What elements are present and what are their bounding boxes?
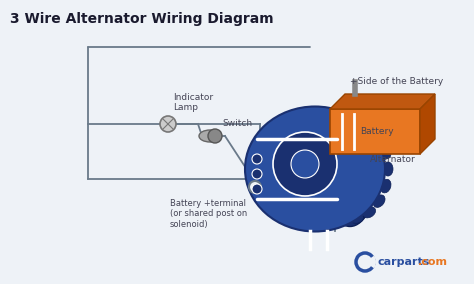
Ellipse shape xyxy=(350,115,364,125)
Ellipse shape xyxy=(322,112,377,227)
Polygon shape xyxy=(330,94,435,109)
Text: Switch: Switch xyxy=(222,119,252,128)
Text: .com: .com xyxy=(418,257,448,267)
Circle shape xyxy=(252,169,262,179)
Circle shape xyxy=(208,129,222,143)
Polygon shape xyxy=(420,94,435,154)
Text: Battery +terminal
(or shared post on
solenoid): Battery +terminal (or shared post on sol… xyxy=(170,199,247,229)
Ellipse shape xyxy=(383,162,393,176)
Circle shape xyxy=(160,116,176,132)
Wedge shape xyxy=(365,256,376,268)
Ellipse shape xyxy=(373,131,385,143)
Text: Alternator: Alternator xyxy=(370,154,416,164)
Ellipse shape xyxy=(381,179,391,193)
Ellipse shape xyxy=(373,195,385,207)
Text: 3 Wire Alternator Wiring Diagram: 3 Wire Alternator Wiring Diagram xyxy=(10,12,273,26)
Text: +Side of the Battery: +Side of the Battery xyxy=(350,77,443,86)
Ellipse shape xyxy=(199,130,221,142)
Ellipse shape xyxy=(245,106,385,231)
Text: Battery: Battery xyxy=(360,127,393,136)
Ellipse shape xyxy=(381,145,391,159)
Text: carparts: carparts xyxy=(378,257,430,267)
Circle shape xyxy=(291,150,319,178)
Text: Indicator
Lamp: Indicator Lamp xyxy=(173,93,213,112)
Ellipse shape xyxy=(363,207,375,218)
Circle shape xyxy=(249,181,261,193)
Circle shape xyxy=(252,154,262,164)
Polygon shape xyxy=(330,109,420,154)
Circle shape xyxy=(273,132,337,196)
Circle shape xyxy=(360,257,370,267)
Ellipse shape xyxy=(350,213,364,223)
Circle shape xyxy=(252,184,262,194)
Ellipse shape xyxy=(363,120,375,131)
